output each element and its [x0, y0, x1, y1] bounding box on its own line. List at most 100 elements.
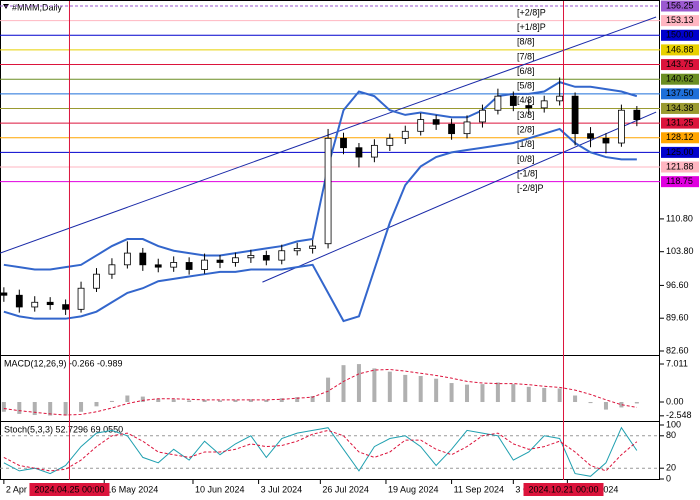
macd-bar — [218, 400, 222, 403]
macd-bar — [32, 402, 37, 416]
macd-bar — [449, 383, 454, 403]
date-marker-label: 2024.10.21 00:00 — [528, 484, 598, 494]
price-tag-label: 150.00 — [666, 30, 694, 40]
price-tag — [661, 73, 699, 85]
price-tag-label: 134.38 — [666, 103, 694, 113]
candle-body — [556, 95, 564, 102]
murrey-label: [6/8] — [517, 66, 535, 76]
price-tag-label: 153.13 — [666, 15, 694, 25]
price-tag — [661, 44, 699, 56]
candle-body — [262, 255, 270, 261]
x-tick-label: 10 Jun 2024 — [195, 484, 245, 494]
macd-bar — [17, 402, 22, 414]
murrey-label: [2/8] — [517, 124, 535, 134]
y-tick-label: 80 — [666, 430, 676, 440]
macd-bar — [279, 398, 284, 403]
date-marker-box — [29, 483, 110, 496]
candle-body — [324, 137, 332, 245]
candle-body — [15, 294, 23, 308]
candle-body — [340, 137, 347, 149]
macd-bar — [48, 402, 53, 416]
chart-title: #MMM,Daily — [12, 2, 63, 12]
macd-bar — [495, 382, 500, 403]
y-tick-label: 0 — [666, 473, 671, 483]
candle-body — [309, 245, 317, 249]
y-tick-label: 20 — [666, 463, 676, 473]
murrey-label: [-2/8]P — [517, 183, 544, 193]
candle-body — [463, 121, 471, 135]
macd-bar — [310, 396, 315, 403]
candle-body — [479, 109, 486, 123]
candle-body — [293, 248, 301, 252]
candle-body — [0, 292, 8, 296]
candle-body — [633, 109, 641, 120]
murrey-label: [+1/8]P — [517, 22, 546, 32]
macd-bar — [603, 402, 608, 410]
candle-body — [448, 123, 455, 135]
candle-body — [108, 264, 116, 275]
x-tick-label: 19 Aug 2024 — [388, 484, 439, 494]
candle-body — [154, 264, 162, 268]
candle-body — [31, 301, 39, 308]
price-tag — [661, 161, 699, 173]
macd-bar — [341, 365, 346, 403]
candle-body — [185, 262, 193, 270]
macd-bar — [248, 399, 253, 403]
macd-bar — [125, 395, 130, 403]
candle-body — [386, 137, 394, 146]
macd-bar — [326, 377, 331, 403]
macd-bar — [480, 384, 485, 403]
macd-bar — [465, 384, 470, 403]
macd-bar — [171, 399, 176, 403]
stoch-title: Stoch(5,3,3) 52.7296 69.0550 — [4, 424, 123, 434]
price-tag-label: 137.50 — [666, 88, 694, 98]
candle-body — [139, 252, 147, 266]
price-tag-label: 125.00 — [666, 147, 694, 157]
macd-bar — [1, 402, 6, 412]
stoch-line — [3, 426, 638, 477]
macd-bar — [264, 399, 269, 403]
macd-bar — [526, 386, 531, 403]
x-tick-label: 26 Jul 2024 — [322, 484, 369, 494]
price-tag — [661, 176, 699, 188]
price-tag — [661, 132, 699, 144]
x-tick-label: 16 May 2024 — [106, 484, 158, 494]
candle-body — [540, 100, 548, 109]
y-tick-label: 7.011 — [666, 358, 688, 368]
candle-body — [170, 262, 178, 268]
price-tag-label: 143.75 — [666, 59, 694, 69]
price-tag — [661, 15, 699, 27]
murrey-label: [3/8] — [517, 110, 535, 120]
murrey-label: [1/8] — [517, 139, 535, 149]
candle-body — [417, 119, 425, 132]
x-tick-label: 11 Sep 2024 — [454, 484, 504, 494]
y-tick-label: 96.60 — [666, 280, 689, 290]
macd-bar — [542, 387, 547, 403]
y-tick-label: 110.80 — [666, 213, 693, 223]
macd-bar — [94, 402, 99, 407]
macd-bar — [634, 402, 639, 404]
price-tag-label: 140.62 — [666, 74, 694, 84]
price-tag — [661, 117, 699, 129]
candle-body — [278, 250, 286, 261]
price-tag-label: 146.88 — [666, 44, 694, 54]
date-marker-label: 2024.04.25 00:00 — [34, 484, 104, 494]
candle-body — [494, 95, 502, 111]
macd-bar — [387, 371, 392, 403]
candle-body — [123, 252, 131, 266]
macd-bar — [511, 384, 516, 403]
y-tick-label: 103.80 — [666, 246, 694, 256]
murrey-label: [8/8] — [517, 37, 535, 47]
macd-bar — [156, 398, 161, 403]
murrey-label: [-1/8] — [517, 168, 538, 178]
candle-body — [401, 130, 409, 139]
macd-bar — [403, 374, 408, 403]
y-tick-label: 89.60 — [666, 313, 689, 323]
macd-signal — [3, 368, 637, 416]
candle-body — [46, 301, 54, 306]
macd-bar — [418, 375, 423, 403]
candle-body — [571, 95, 579, 135]
x-tick-label: 3 Jul 2024 — [261, 484, 303, 494]
frame — [0, 0, 660, 480]
